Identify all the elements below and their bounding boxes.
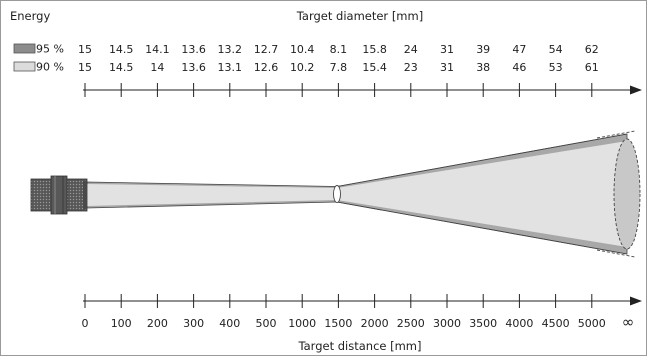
diameter-value: 46 — [512, 61, 526, 74]
distance-tick-label: 1000 — [288, 317, 316, 330]
diameter-value: 12.7 — [254, 43, 279, 56]
diameter-value: 14.5 — [109, 43, 134, 56]
distance-tick-label: 2000 — [361, 317, 389, 330]
diameter-value: 47 — [512, 43, 526, 56]
ir-sensor-icon — [30, 175, 88, 215]
distance-tick-label: 2500 — [397, 317, 425, 330]
diameter-value: 24 — [404, 43, 418, 56]
diameter-value: 38 — [476, 61, 490, 74]
diameter-value: 13.6 — [181, 43, 206, 56]
distance-axis — [83, 294, 642, 308]
diameter-value: 23 — [404, 61, 418, 74]
distance-title: Target distance [mm] — [298, 339, 422, 353]
diameter-value: 10.2 — [290, 61, 315, 74]
distance-tick-label: 4000 — [505, 317, 533, 330]
diameter-value: 7.8 — [330, 61, 348, 74]
infinity-label: ∞ — [622, 313, 635, 331]
beam-edge-bottom — [336, 201, 628, 255]
diameter-value: 14.1 — [145, 43, 170, 56]
energy-label: Energy — [10, 9, 50, 23]
distance-tick-label: 5000 — [578, 317, 606, 330]
diameter-value: 10.4 — [290, 43, 315, 56]
focus-spot — [333, 185, 341, 203]
distance-tick-label: 3000 — [433, 317, 461, 330]
diameter-row-95: 15 14.5 14.1 13.6 13.2 12.7 10.4 8.1 15.8 24 31 39 4… — [78, 43, 599, 56]
diameter-value: 39 — [476, 43, 490, 56]
beam-edge-top — [336, 133, 628, 187]
diameter-value: 15.8 — [362, 43, 387, 56]
distance-axis-arrow — [630, 296, 642, 306]
distance-tick-label: 4500 — [542, 317, 570, 330]
diameter-value: 31 — [440, 61, 454, 74]
diameter-value: 61 — [585, 61, 599, 74]
diameter-value: 8.1 — [330, 43, 348, 56]
legend-swatch-95 — [13, 43, 36, 54]
distance-tick-label: 0 — [82, 317, 89, 330]
beam-90 — [87, 141, 627, 247]
diameter-value: 13.6 — [181, 61, 206, 74]
far-spot — [613, 138, 641, 250]
diameter-value: 31 — [440, 43, 454, 56]
distance-tick-labels: 0 100 200 300 400 500 1000 1500 2000 2500 3000 3500… — [82, 317, 606, 330]
distance-tick-label: 400 — [219, 317, 240, 330]
distance-tick-label: 300 — [183, 317, 204, 330]
distance-tick-label: 1500 — [324, 317, 352, 330]
distance-tick-label: 3500 — [469, 317, 497, 330]
diameter-axis — [83, 83, 642, 97]
diameter-value: 13.2 — [218, 43, 243, 56]
diameter-value: 54 — [549, 43, 563, 56]
diameter-value: 62 — [585, 43, 599, 56]
beam-continuation-top — [596, 130, 636, 139]
diameter-value: 12.6 — [254, 61, 279, 74]
distance-tick-label: 100 — [111, 317, 132, 330]
diameter-value: 15 — [78, 43, 92, 56]
legend-label-95: 95 % — [36, 43, 64, 56]
legend-swatch-90 — [13, 61, 36, 72]
diameter-value: 14.5 — [109, 61, 134, 74]
diameter-axis-arrow — [630, 85, 642, 95]
diameter-value: 15 — [78, 61, 92, 74]
diameter-value: 53 — [549, 61, 563, 74]
diameter-value: 13.1 — [218, 61, 243, 74]
diameter-value: 15.4 — [362, 61, 387, 74]
distance-tick-label: 500 — [256, 317, 277, 330]
beam-continuation-bottom — [596, 249, 636, 258]
distance-tick-label: 200 — [147, 317, 168, 330]
legend-label-90: 90 % — [36, 61, 64, 74]
diameter-row-90: 15 14.5 14 13.6 13.1 12.6 10.2 7.8 15.4 23 31 38 46 5… — [78, 61, 599, 74]
diameter-value: 14 — [150, 61, 164, 74]
diameter-title: Target diameter [mm] — [296, 9, 423, 23]
